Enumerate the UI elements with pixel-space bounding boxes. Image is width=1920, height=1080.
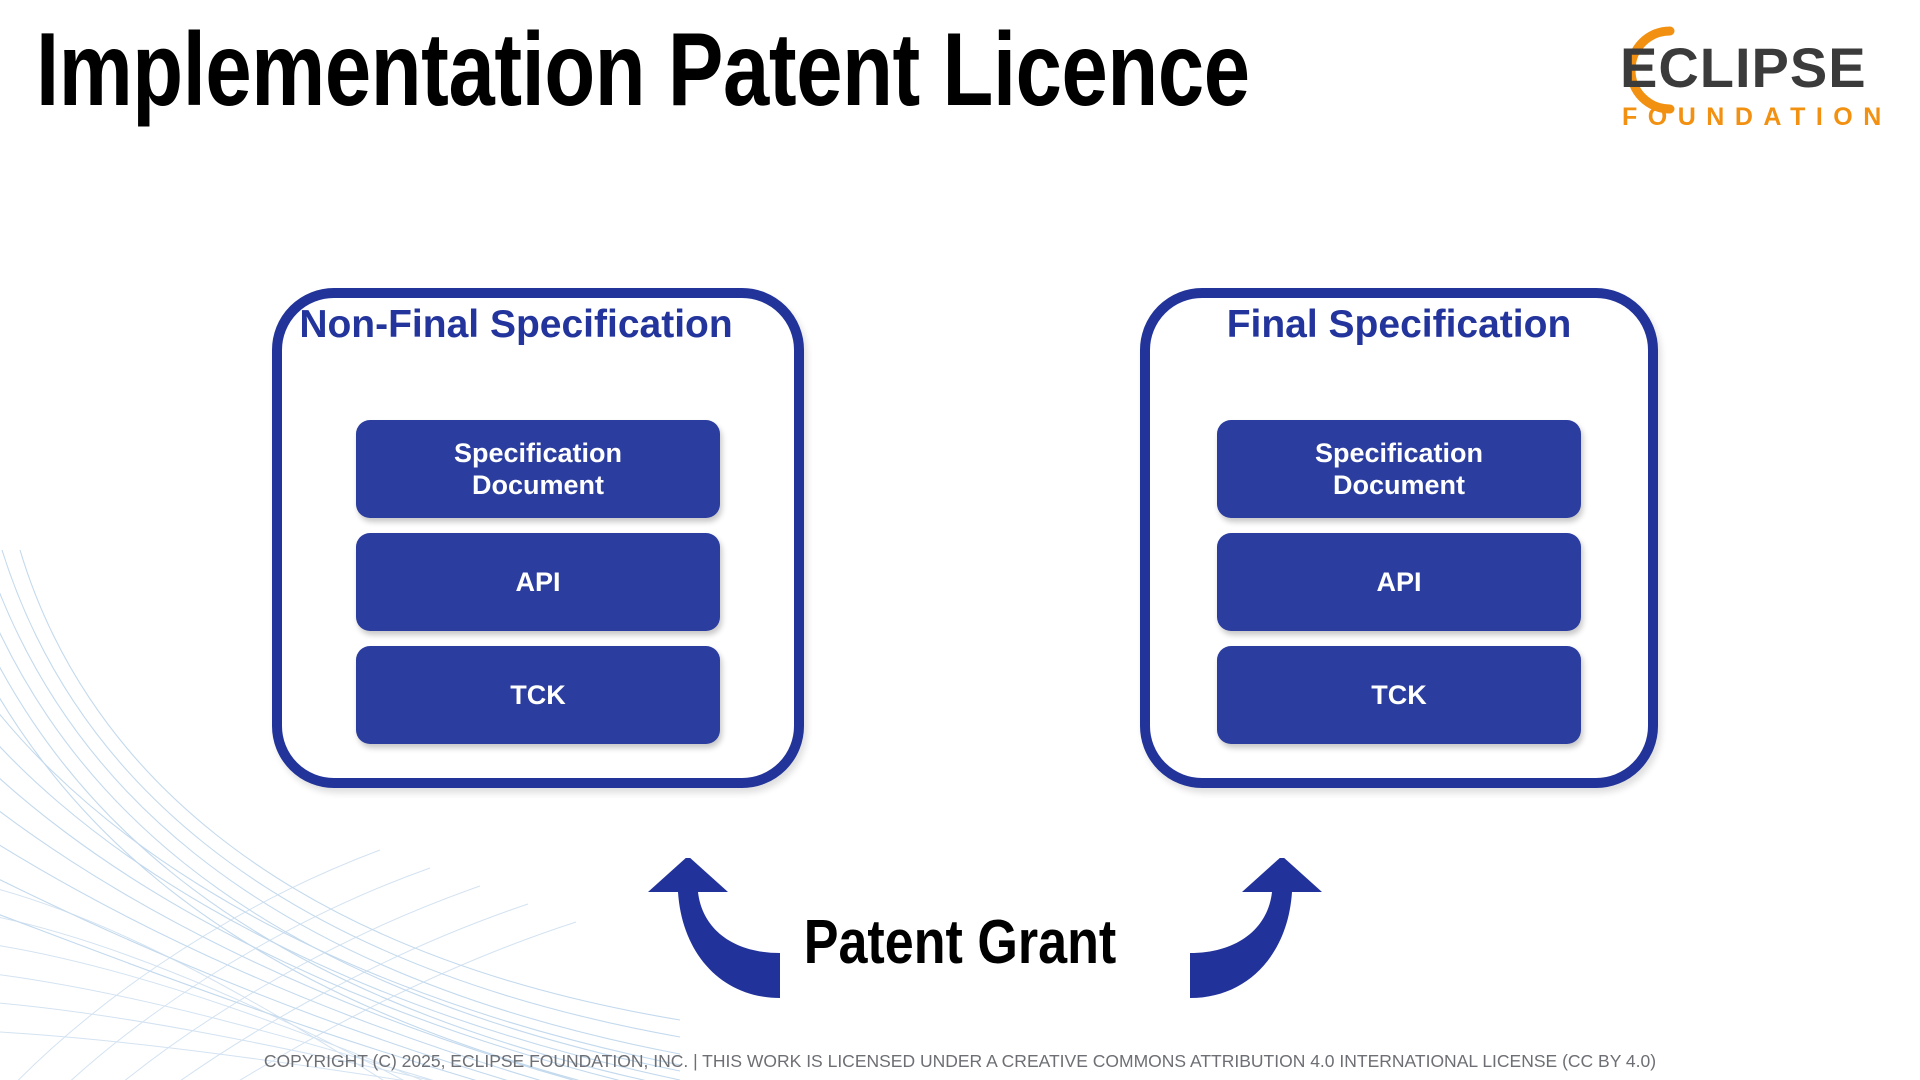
chip-tck: TCK bbox=[356, 646, 720, 744]
group-heading-non-final-specification: Non-Final Specification bbox=[299, 303, 733, 346]
patent-grant-row: Patent Grant bbox=[0, 858, 1920, 1018]
group-final-specification: Final Specification Specification Docume… bbox=[1140, 288, 1658, 788]
curved-arrow-up-right-icon bbox=[1190, 858, 1322, 998]
footer-copyright: COPYRIGHT (C) 2025, ECLIPSE FOUNDATION, … bbox=[263, 1051, 1657, 1071]
patent-grant-label: Patent Grant bbox=[803, 908, 1117, 977]
chip-list-final: Specification Document API TCK bbox=[1150, 420, 1648, 744]
chip-tck: TCK bbox=[1217, 646, 1581, 744]
eclipse-arc-icon bbox=[1626, 26, 1675, 114]
eclipse-foundation-logo: ECLIPSE FOUNDATION bbox=[1596, 22, 1908, 132]
logo-wordmark: ECLIPSE bbox=[1620, 36, 1867, 99]
group-non-final-specification: Non-Final Specification Specification Do… bbox=[272, 288, 804, 788]
logo-sub-wordmark: FOUNDATION bbox=[1622, 103, 1892, 131]
chip-specification-document: Specification Document bbox=[356, 420, 720, 518]
chip-list-non-final: Specification Document API TCK bbox=[282, 420, 794, 744]
group-heading-final-specification: Final Specification bbox=[1226, 303, 1572, 346]
chip-specification-document: Specification Document bbox=[1217, 420, 1581, 518]
curved-arrow-up-left-icon bbox=[648, 858, 780, 998]
chip-api: API bbox=[356, 533, 720, 631]
chip-api: API bbox=[1217, 533, 1581, 631]
page-title: Implementation Patent Licence bbox=[36, 12, 1250, 128]
